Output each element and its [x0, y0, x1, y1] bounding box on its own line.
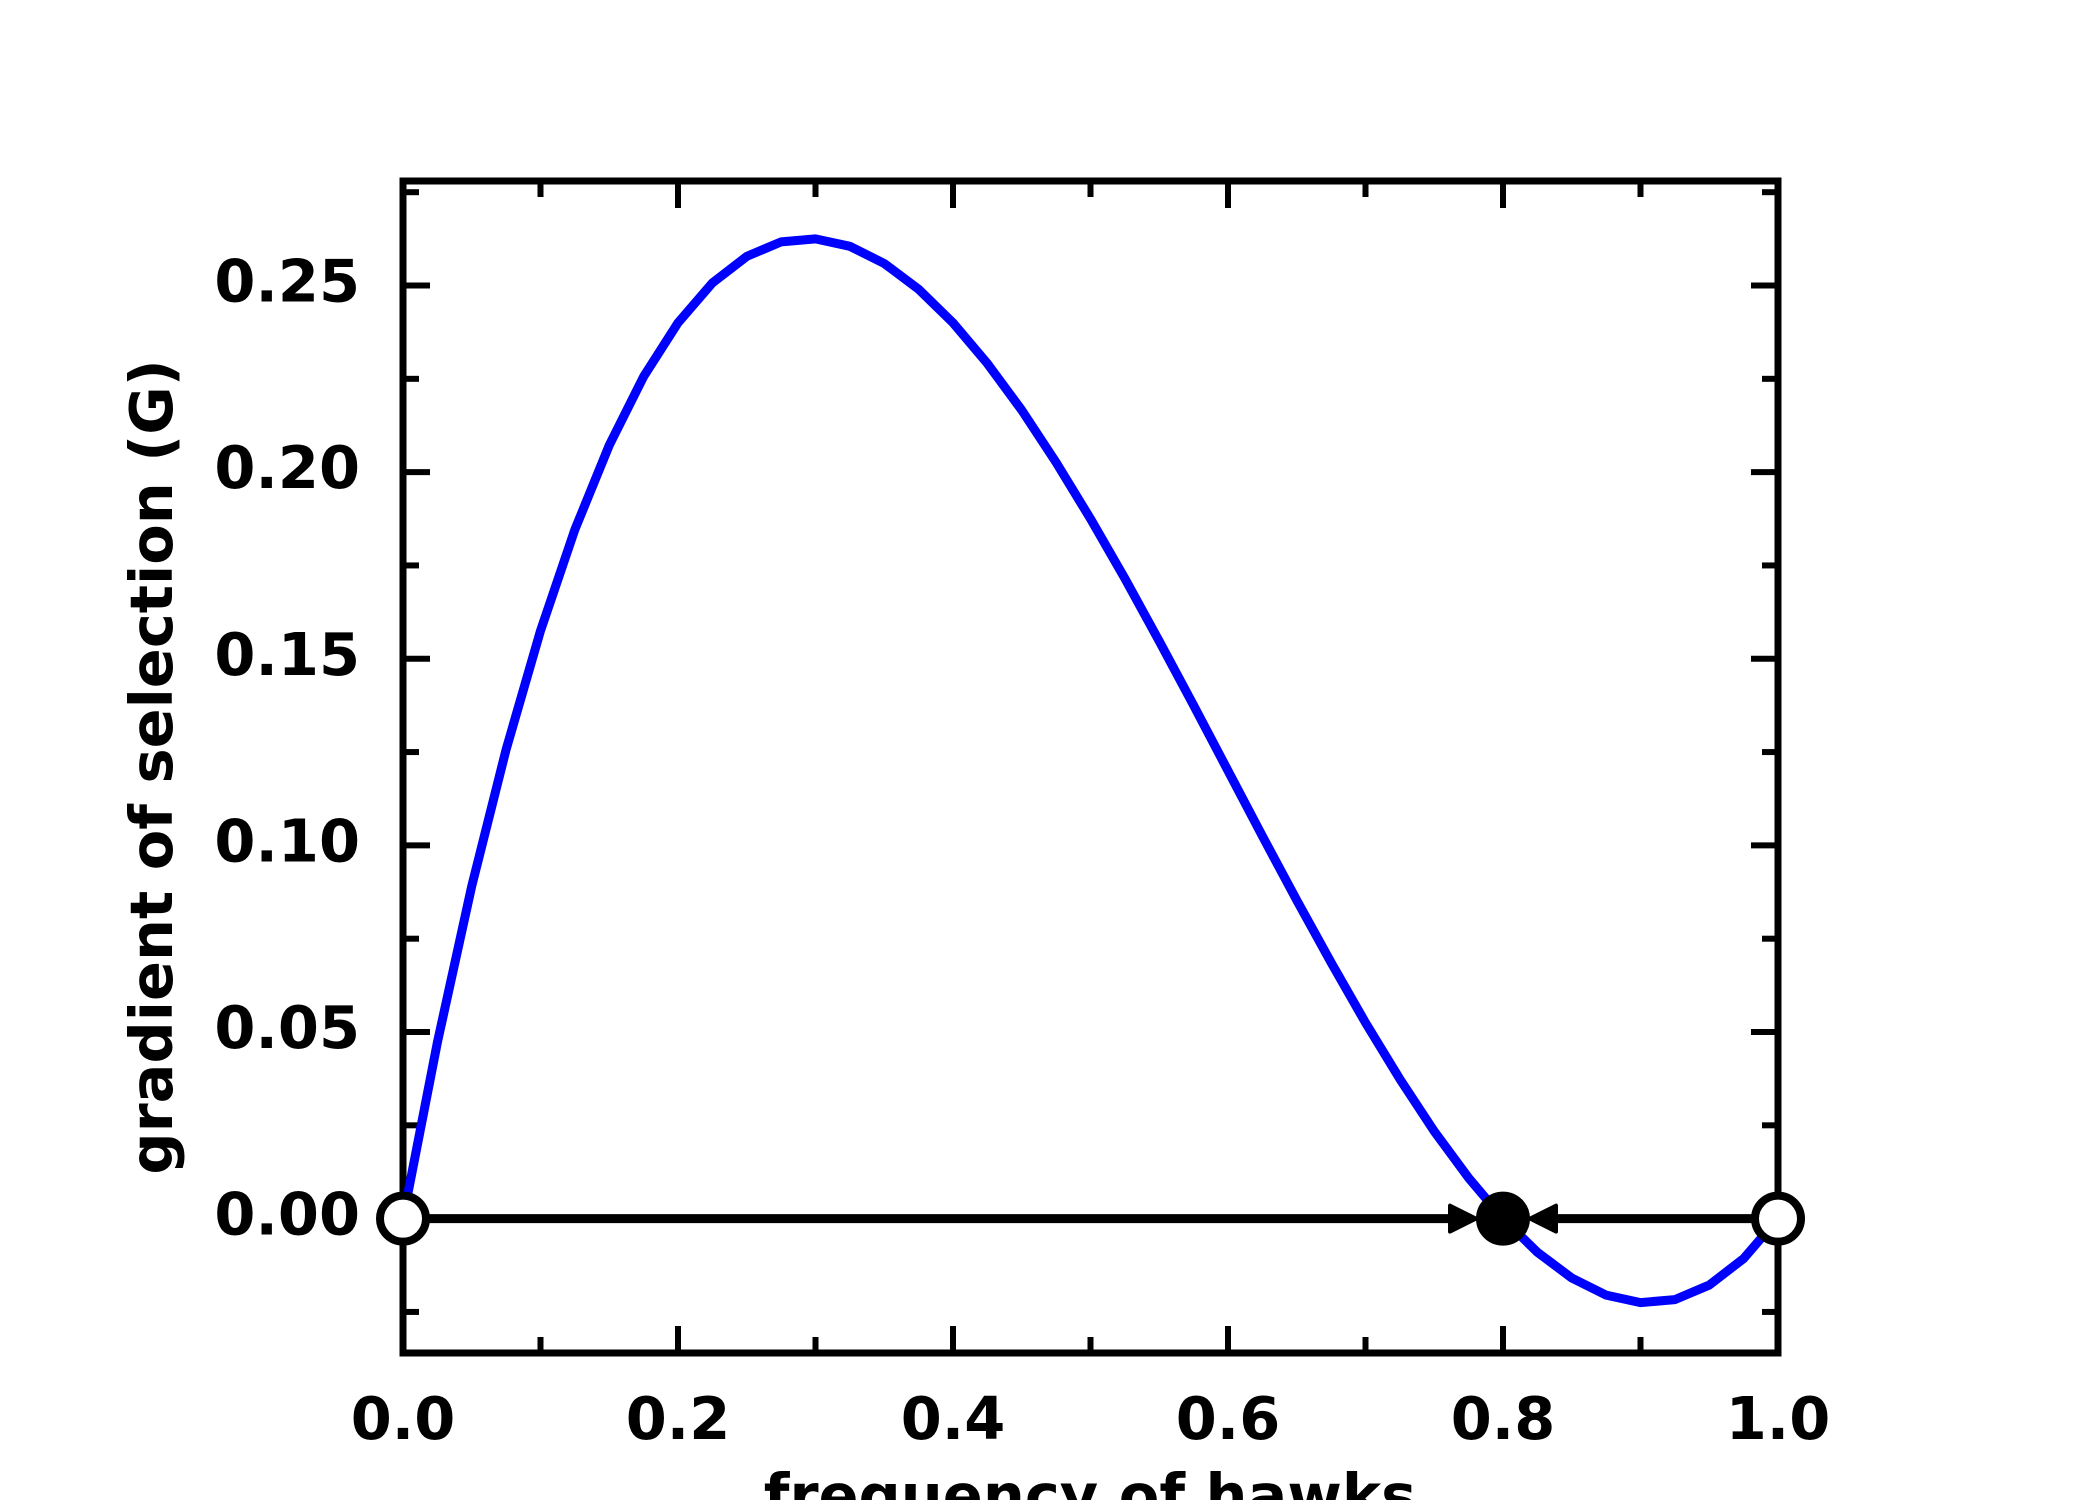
x-axis-label: frequency of hawks: [764, 1461, 1416, 1500]
unstable-point: [1751, 1191, 1805, 1246]
unstable-point: [376, 1191, 430, 1246]
x-tick-label: 0.0: [351, 1384, 456, 1453]
arrow-head: [1528, 1203, 1558, 1234]
stable-point: [1476, 1191, 1530, 1246]
y-tick-label: 0.20: [214, 433, 360, 502]
arrow-head: [1448, 1203, 1478, 1234]
plot-frame: [399, 177, 1782, 1357]
curve: [398, 234, 1782, 1308]
y-axis-label: gradient of selection (G): [117, 359, 186, 1174]
x-tick-label: 0.2: [626, 1384, 731, 1453]
y-tick-label: 0.25: [214, 247, 360, 316]
y-tick-label: 0.10: [214, 806, 360, 875]
y-tick-label: 0.00: [214, 1180, 360, 1249]
y-tick-label: 0.15: [214, 620, 360, 689]
x-tick-label: 0.6: [1176, 1384, 1281, 1453]
x-tick-label: 1.0: [1726, 1384, 1831, 1453]
y-tick-label: 0.05: [214, 993, 360, 1062]
x-tick-label: 0.8: [1451, 1384, 1556, 1453]
x-tick-label: 0.4: [901, 1384, 1006, 1453]
